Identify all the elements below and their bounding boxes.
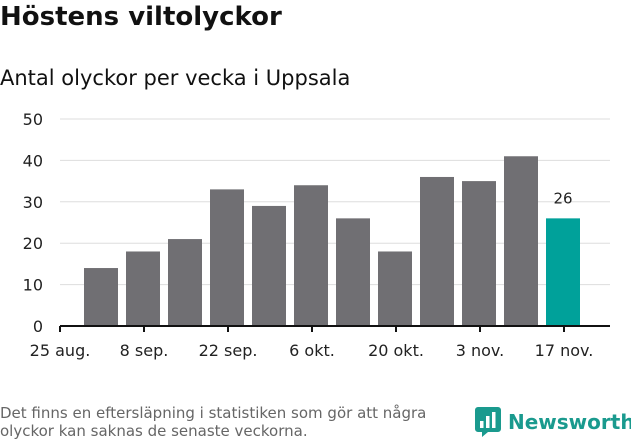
y-tick-label: 0 <box>33 317 43 336</box>
bar-chart: 0 10 20 30 40 50 26 25 aug. 8 sep. 22 sep. 6 okt… <box>23 110 610 360</box>
bar <box>84 268 118 326</box>
x-tick-label: 22 sep. <box>199 341 258 360</box>
bar <box>336 218 370 326</box>
bar <box>378 251 412 326</box>
y-tick-label: 40 <box>23 151 43 170</box>
chart-title: Höstens viltolyckor <box>0 2 282 32</box>
bar <box>462 181 496 326</box>
bar <box>420 176 454 326</box>
brand-name: Newsworthy <box>508 410 631 434</box>
data-label: 26 <box>553 189 572 207</box>
bar <box>168 239 202 326</box>
chart-subtitle: Antal olyckor per vecka i Uppsala <box>0 66 351 90</box>
x-tick-label: 17 nov. <box>535 341 594 360</box>
footnote: Det finns en eftersläpning i statistiken… <box>0 404 427 440</box>
bar <box>294 185 328 326</box>
x-tick-label: 25 aug. <box>30 341 91 360</box>
x-tick-label: 8 sep. <box>120 341 169 360</box>
x-axis: 25 aug. 8 sep. 22 sep. 6 okt. 20 okt. 3 nov. 1… <box>30 325 610 360</box>
x-tick-label: 3 nov. <box>456 341 505 360</box>
bars <box>84 156 580 326</box>
bar <box>126 251 160 326</box>
newsworthy-brand: Newsworthy <box>475 407 631 437</box>
data-labels: 26 <box>553 189 572 207</box>
bar-highlighted <box>546 218 580 326</box>
bar <box>210 189 244 326</box>
x-tick-label: 6 okt. <box>289 341 335 360</box>
x-tick-label: 20 okt. <box>368 341 424 360</box>
y-axis-ticks: 0 10 20 30 40 50 <box>23 110 43 336</box>
bar <box>504 156 538 326</box>
y-tick-label: 10 <box>23 276 43 295</box>
y-tick-label: 50 <box>23 110 43 129</box>
bar <box>252 205 286 326</box>
y-tick-label: 30 <box>23 193 43 212</box>
newsworthy-logo-icon <box>475 407 501 437</box>
y-tick-label: 20 <box>23 234 43 253</box>
